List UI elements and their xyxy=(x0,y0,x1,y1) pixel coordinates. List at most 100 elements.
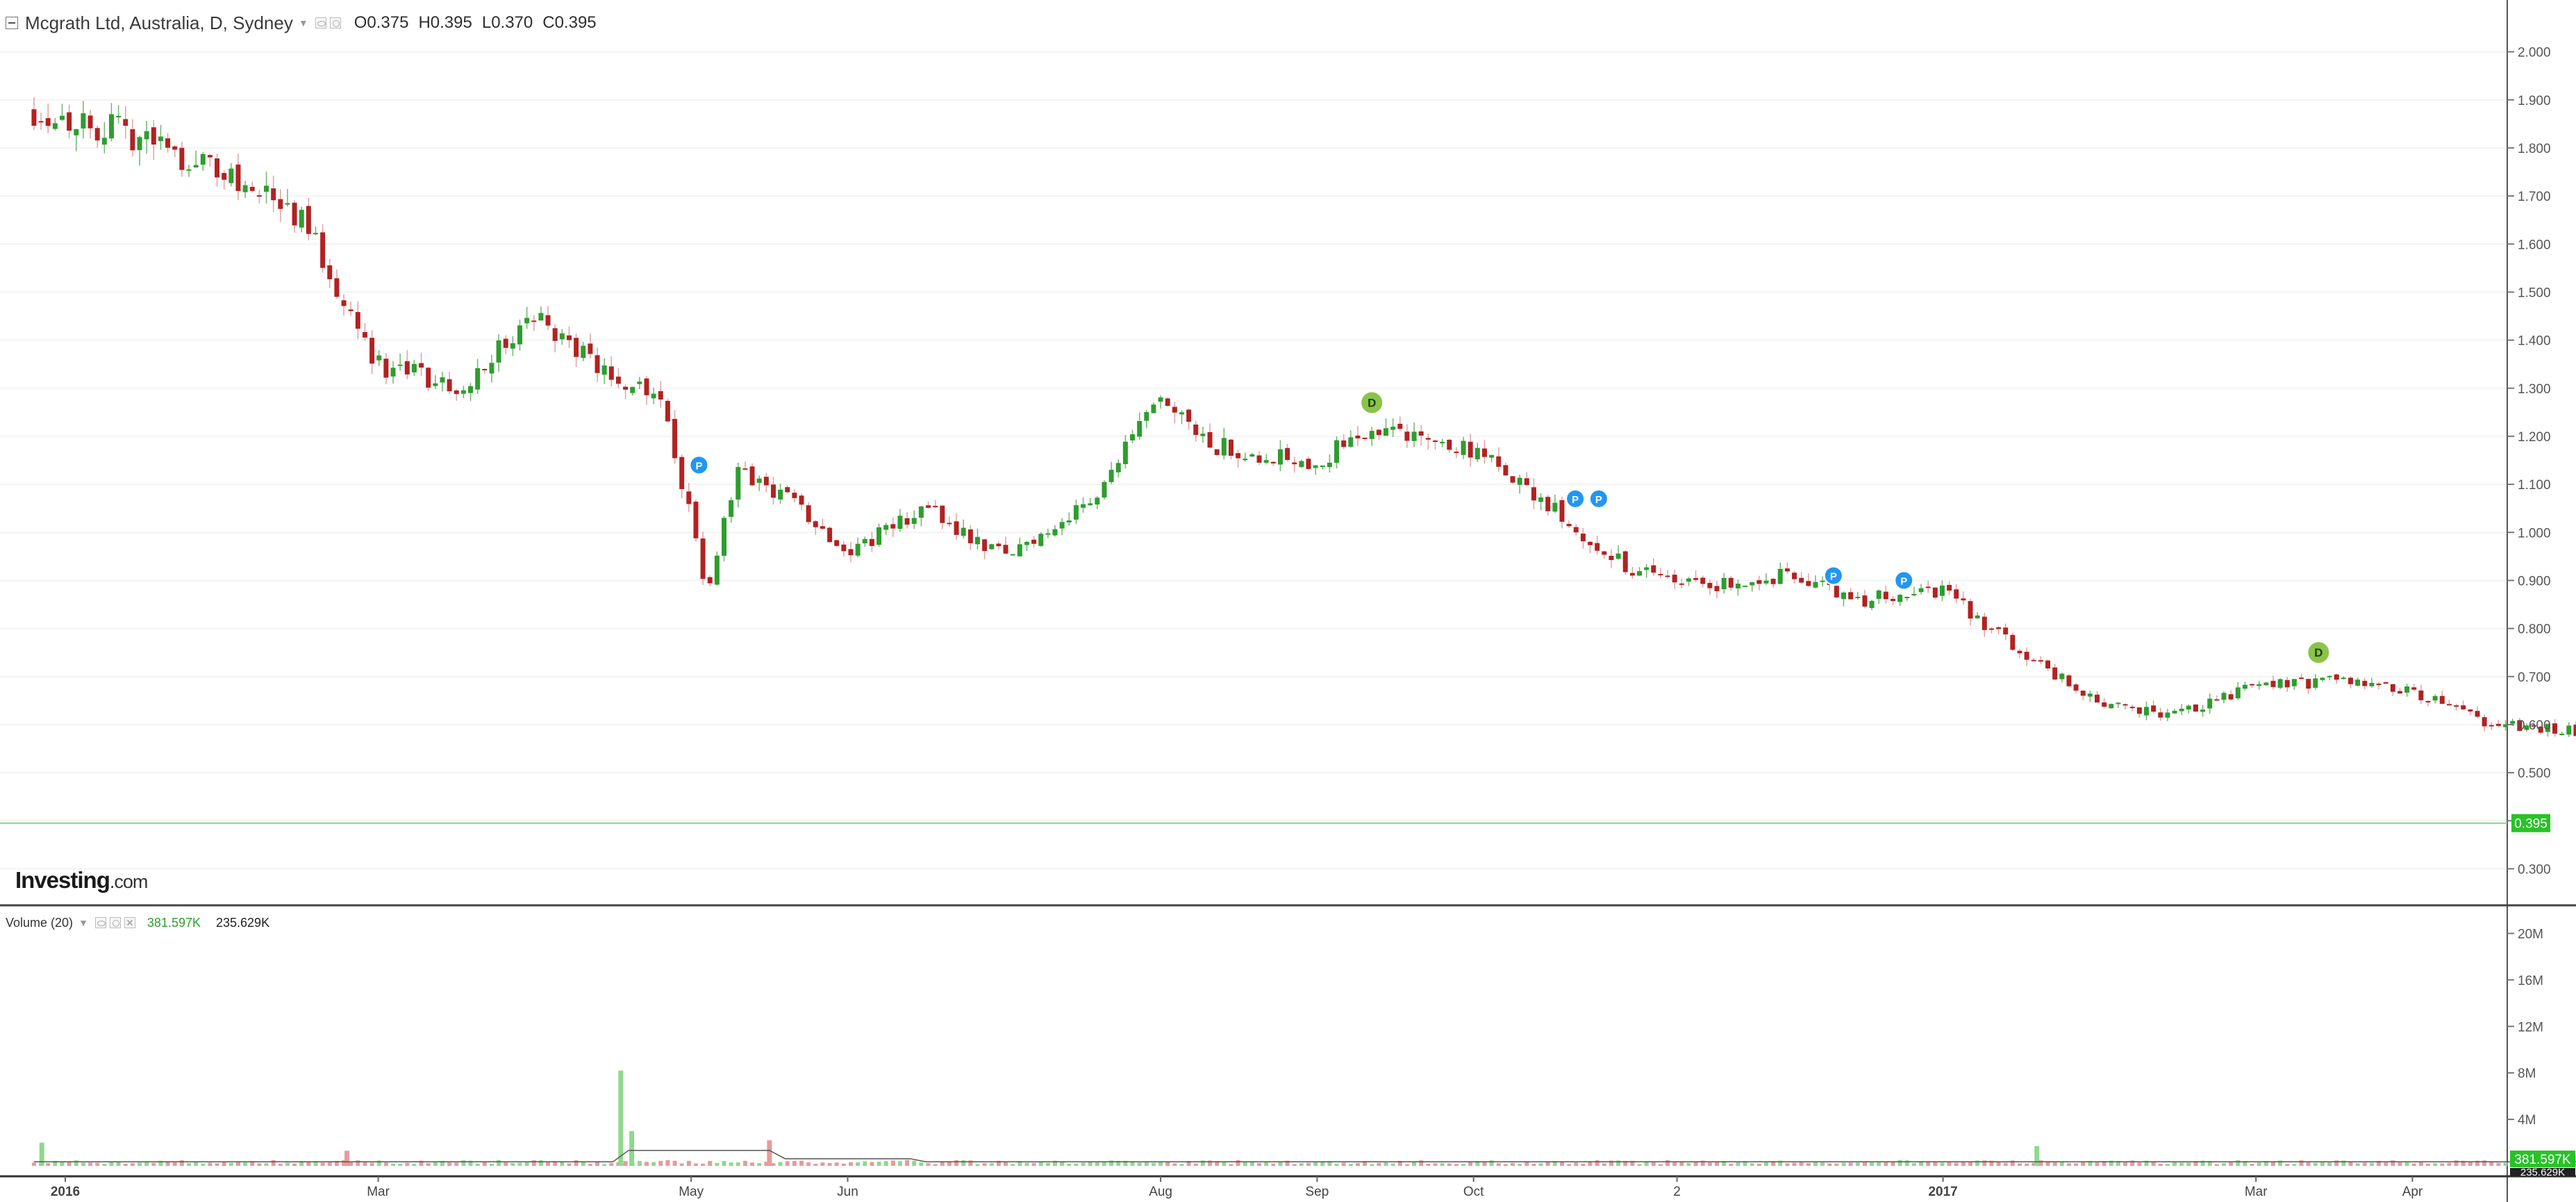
volume-bar[interactable] xyxy=(1715,1162,1720,1166)
candle-body[interactable] xyxy=(94,128,100,141)
candle[interactable] xyxy=(81,101,86,139)
volume-bar[interactable] xyxy=(1693,1162,1698,1166)
candle-body[interactable] xyxy=(503,338,508,348)
candle-body[interactable] xyxy=(918,506,924,518)
volume-bar[interactable] xyxy=(1123,1160,1128,1166)
candle[interactable] xyxy=(67,104,72,138)
volume-bar[interactable] xyxy=(1045,1162,1050,1166)
candle[interactable] xyxy=(1151,402,1156,414)
volume-bar[interactable] xyxy=(722,1160,726,1166)
candle-body[interactable] xyxy=(552,328,558,341)
candle-body[interactable] xyxy=(137,137,142,151)
candle-body[interactable] xyxy=(426,368,431,388)
volume-bar[interactable] xyxy=(841,1163,846,1166)
candle[interactable] xyxy=(2122,703,2128,710)
volume-bar[interactable] xyxy=(715,1162,720,1166)
candle[interactable] xyxy=(179,142,185,177)
candle[interactable] xyxy=(785,485,790,493)
candle-body[interactable] xyxy=(1975,615,1980,618)
candle-body[interactable] xyxy=(2179,709,2184,711)
candle-body[interactable] xyxy=(890,524,896,529)
candle-body[interactable] xyxy=(447,379,452,392)
candle-body[interactable] xyxy=(411,363,417,372)
candle[interactable] xyxy=(404,349,410,379)
candle[interactable] xyxy=(2446,700,2452,706)
volume-bar[interactable] xyxy=(799,1160,804,1166)
candle[interactable] xyxy=(1066,512,1072,526)
candle-body[interactable] xyxy=(1200,434,1206,436)
candle-body[interactable] xyxy=(601,365,607,375)
candle[interactable] xyxy=(876,523,882,547)
candle-body[interactable] xyxy=(2531,725,2536,727)
candle[interactable] xyxy=(742,461,748,470)
candle[interactable] xyxy=(1433,440,1438,450)
candle-body[interactable] xyxy=(1799,577,1804,583)
candle-body[interactable] xyxy=(982,539,988,552)
candle-body[interactable] xyxy=(2334,674,2339,680)
candle-body[interactable] xyxy=(2341,677,2346,680)
volume-bar[interactable] xyxy=(1031,1162,1036,1166)
candle-body[interactable] xyxy=(2524,725,2529,730)
candle[interactable] xyxy=(1341,434,1347,450)
candle-body[interactable] xyxy=(2383,682,2388,684)
candle[interactable] xyxy=(2369,677,2375,688)
volume-bar[interactable] xyxy=(1595,1160,1599,1166)
volume-bar[interactable] xyxy=(651,1162,656,1166)
volume-bar[interactable] xyxy=(524,1162,529,1166)
candle-body[interactable] xyxy=(947,522,952,525)
candle[interactable] xyxy=(2277,677,2283,689)
candle-body[interactable] xyxy=(2468,709,2473,712)
candle[interactable] xyxy=(1404,424,1410,448)
candle-body[interactable] xyxy=(1750,582,1755,586)
volume-bar[interactable] xyxy=(1609,1160,1613,1166)
candle-body[interactable] xyxy=(2559,733,2565,735)
candle-body[interactable] xyxy=(2517,720,2523,731)
candle[interactable] xyxy=(1186,409,1192,430)
candle-body[interactable] xyxy=(2306,679,2311,689)
volume-bar[interactable] xyxy=(1975,1160,1980,1166)
volume-bar[interactable] xyxy=(2193,1160,2198,1166)
candle[interactable] xyxy=(538,306,544,321)
candle-body[interactable] xyxy=(172,146,178,150)
candle-body[interactable] xyxy=(123,119,128,126)
volume-bar[interactable] xyxy=(1334,1163,1339,1166)
candle[interactable] xyxy=(2299,673,2304,680)
candle[interactable] xyxy=(2313,674,2318,690)
candle-body[interactable] xyxy=(2397,691,2402,694)
candle-body[interactable] xyxy=(74,129,79,135)
volume-bar[interactable] xyxy=(2074,1163,2079,1166)
volume-bar[interactable] xyxy=(2447,1162,2452,1166)
marker-circle[interactable] xyxy=(1894,570,1914,591)
candle[interactable] xyxy=(2439,691,2445,705)
volume-bar[interactable] xyxy=(1278,1162,1283,1166)
candle[interactable] xyxy=(693,499,699,542)
candle-body[interactable] xyxy=(1474,447,1480,460)
candle[interactable] xyxy=(292,200,297,233)
candle-body[interactable] xyxy=(299,209,304,228)
volume-bar[interactable] xyxy=(890,1160,895,1166)
volume-bar[interactable] xyxy=(144,1162,149,1166)
candle-body[interactable] xyxy=(207,155,213,158)
candle[interactable] xyxy=(658,381,663,409)
volume-bar[interactable] xyxy=(2454,1160,2459,1166)
candle-body[interactable] xyxy=(623,386,629,390)
volume-bar[interactable] xyxy=(2482,1160,2487,1166)
volume-bar[interactable] xyxy=(1468,1162,1473,1166)
volume-bar[interactable] xyxy=(46,1163,51,1166)
candle[interactable] xyxy=(869,532,874,552)
candle[interactable] xyxy=(1243,452,1248,462)
candle-body[interactable] xyxy=(517,325,522,345)
candle[interactable] xyxy=(799,493,804,511)
candle-body[interactable] xyxy=(686,491,692,504)
candle-body[interactable] xyxy=(1313,465,1318,468)
candle-body[interactable] xyxy=(1996,627,2002,629)
candle[interactable] xyxy=(2031,657,2036,661)
candle[interactable] xyxy=(2327,675,2332,681)
candle[interactable] xyxy=(348,301,354,316)
candle[interactable] xyxy=(883,522,889,535)
candle-body[interactable] xyxy=(1883,591,1888,600)
volume-bar[interactable] xyxy=(834,1162,839,1166)
volume-bar[interactable] xyxy=(1186,1161,1191,1166)
volume-bar[interactable] xyxy=(2144,1160,2149,1166)
volume-bar[interactable] xyxy=(912,1160,917,1166)
